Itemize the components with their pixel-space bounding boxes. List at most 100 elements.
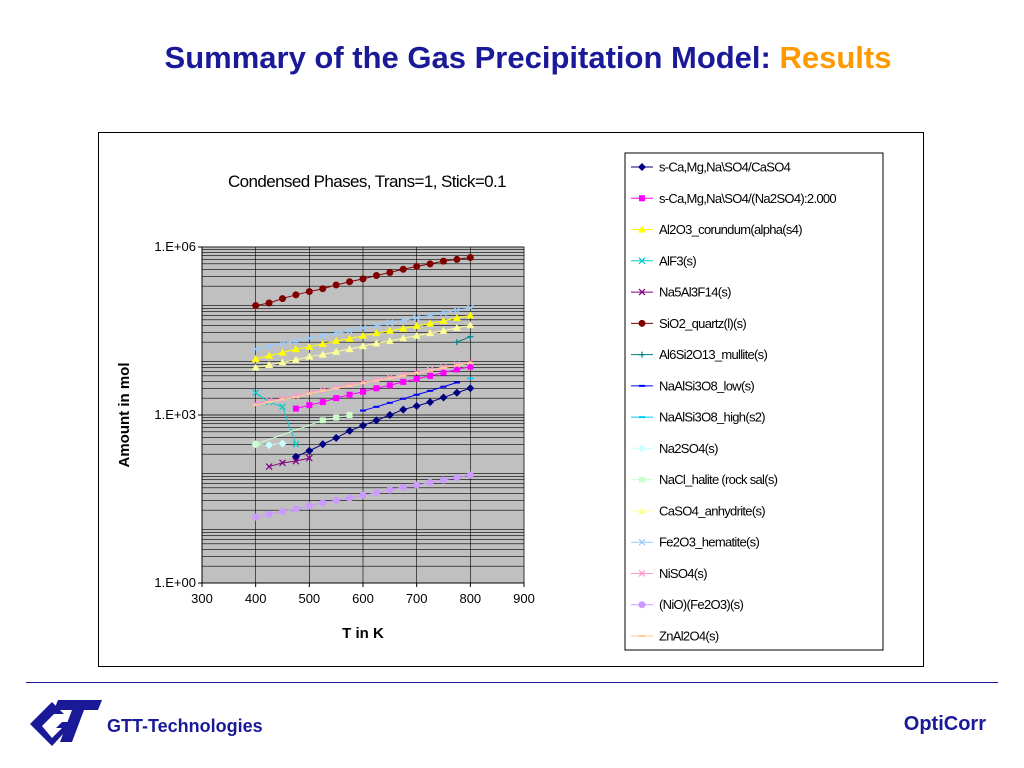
legend-marker-0 bbox=[638, 163, 646, 171]
data-point-2 bbox=[265, 351, 274, 359]
x-tick-label: 400 bbox=[245, 591, 267, 606]
data-point-5 bbox=[279, 295, 286, 303]
data-point-2 bbox=[399, 324, 408, 332]
data-point-12 bbox=[305, 334, 313, 342]
data-point-11 bbox=[399, 334, 408, 342]
data-point-1 bbox=[440, 369, 447, 376]
data-point-14 bbox=[292, 505, 300, 513]
legend-label-1: s-Ca,Mg,Na\SO4/(Na2SO4):2.000 bbox=[659, 191, 836, 206]
data-point-12 bbox=[413, 314, 421, 322]
legend-marker-1 bbox=[639, 195, 645, 202]
legend-label-15: ZnAl2O4(s) bbox=[659, 629, 719, 644]
data-point-15 bbox=[306, 392, 313, 395]
legend-label-3: AlF3(s) bbox=[659, 253, 696, 268]
gtt-logo-icon bbox=[30, 700, 102, 746]
legend-marker-8 bbox=[639, 416, 645, 419]
legend-marker-12 bbox=[638, 538, 646, 546]
x-axis-label: T in K bbox=[342, 625, 384, 642]
data-point-15 bbox=[453, 364, 460, 367]
data-point-5 bbox=[319, 285, 327, 293]
data-point-7 bbox=[400, 397, 407, 400]
data-point-1 bbox=[333, 395, 340, 402]
legend-label-4: Na5Al3F14(s) bbox=[659, 285, 731, 300]
data-point-1 bbox=[467, 363, 474, 370]
data-point-0 bbox=[452, 388, 461, 397]
data-point-14 bbox=[265, 510, 273, 518]
data-point-11 bbox=[251, 363, 260, 371]
legend-marker-13 bbox=[638, 570, 646, 577]
legend-label-13: NiSO4(s) bbox=[659, 566, 707, 581]
data-point-15 bbox=[467, 361, 474, 364]
series-line-3 bbox=[255, 392, 297, 445]
data-point-14 bbox=[466, 471, 474, 479]
data-point-0 bbox=[359, 421, 367, 430]
data-point-11 bbox=[345, 345, 354, 353]
data-point-5 bbox=[292, 291, 300, 299]
legend-marker-2 bbox=[638, 225, 646, 233]
data-point-11 bbox=[291, 355, 300, 363]
legend-marker-4 bbox=[638, 288, 646, 296]
data-point-1 bbox=[453, 366, 460, 373]
data-point-12 bbox=[346, 327, 354, 335]
data-point-15 bbox=[413, 372, 420, 375]
data-point-0 bbox=[372, 416, 381, 425]
data-point-4 bbox=[279, 459, 286, 467]
data-point-2 bbox=[345, 334, 354, 342]
data-point-14 bbox=[372, 489, 380, 497]
data-point-15 bbox=[360, 382, 366, 385]
data-point-0 bbox=[412, 401, 421, 410]
data-point-10 bbox=[252, 441, 259, 448]
data-point-0 bbox=[385, 411, 394, 419]
chart-svg: 300 400 500 600 700 800 900 1.E+00 1.E+03 1.E+06 C… bbox=[116, 152, 884, 651]
data-point-12 bbox=[426, 311, 434, 319]
legend-marker-3 bbox=[638, 257, 646, 265]
data-point-0 bbox=[332, 433, 341, 442]
data-point-1 bbox=[386, 382, 393, 389]
series-line-6 bbox=[456, 336, 471, 343]
legend-label-5: SiO2_quartz(l)(s) bbox=[659, 316, 746, 331]
slide-title-main: Summary of the Gas Precipitation Model: bbox=[164, 40, 780, 75]
data-point-14 bbox=[399, 483, 407, 491]
series-line-4 bbox=[268, 457, 310, 468]
legend-marker-10 bbox=[639, 476, 645, 483]
legend-label-2: Al2O3_corundum(alpha(s4) bbox=[659, 222, 802, 237]
data-point-2 bbox=[452, 313, 461, 321]
data-point-11 bbox=[278, 358, 287, 366]
data-point-2 bbox=[318, 340, 327, 348]
data-point-5 bbox=[252, 302, 260, 310]
data-point-12 bbox=[292, 337, 300, 345]
data-point-7 bbox=[427, 389, 434, 392]
data-point-1 bbox=[373, 385, 380, 392]
x-tick-label: 500 bbox=[298, 591, 320, 606]
data-point-5 bbox=[305, 288, 313, 296]
data-point-9 bbox=[265, 441, 274, 450]
data-point-14 bbox=[332, 496, 340, 504]
data-point-15 bbox=[386, 377, 393, 380]
slide-title-accent: Results bbox=[779, 40, 892, 75]
data-point-12 bbox=[252, 345, 260, 353]
legend-label-11: CaSO4_anhydrite(s) bbox=[659, 503, 765, 518]
legend-marker-14 bbox=[638, 601, 646, 609]
data-point-11 bbox=[305, 352, 314, 360]
chart-title: Condensed Phases, Trans=1, Stick=0.1 bbox=[228, 172, 506, 191]
legend bbox=[624, 152, 884, 651]
company-name: GTT-Technologies bbox=[107, 716, 263, 736]
legend-label-8: NaAlSi3O8_high(s2) bbox=[659, 410, 765, 425]
data-point-15 bbox=[279, 398, 286, 401]
data-point-0 bbox=[399, 405, 408, 414]
data-point-3 bbox=[292, 440, 300, 448]
data-point-2 bbox=[291, 345, 300, 353]
data-point-14 bbox=[359, 491, 367, 499]
data-point-4 bbox=[292, 457, 300, 465]
x-tick-label: 700 bbox=[406, 591, 428, 606]
data-point-14 bbox=[413, 481, 421, 489]
legend-label-14: (NiO)(Fe2O3)(s) bbox=[659, 597, 743, 612]
data-point-7 bbox=[413, 393, 420, 396]
data-point-12 bbox=[466, 304, 474, 312]
data-point-0 bbox=[466, 384, 475, 393]
data-point-1 bbox=[292, 405, 299, 412]
x-tick-label: 800 bbox=[459, 591, 481, 606]
data-point-0 bbox=[318, 440, 327, 449]
legend-label-12: Fe2O3_hematite(s) bbox=[659, 535, 759, 550]
y-tick-label: 1.E+03 bbox=[154, 407, 196, 422]
